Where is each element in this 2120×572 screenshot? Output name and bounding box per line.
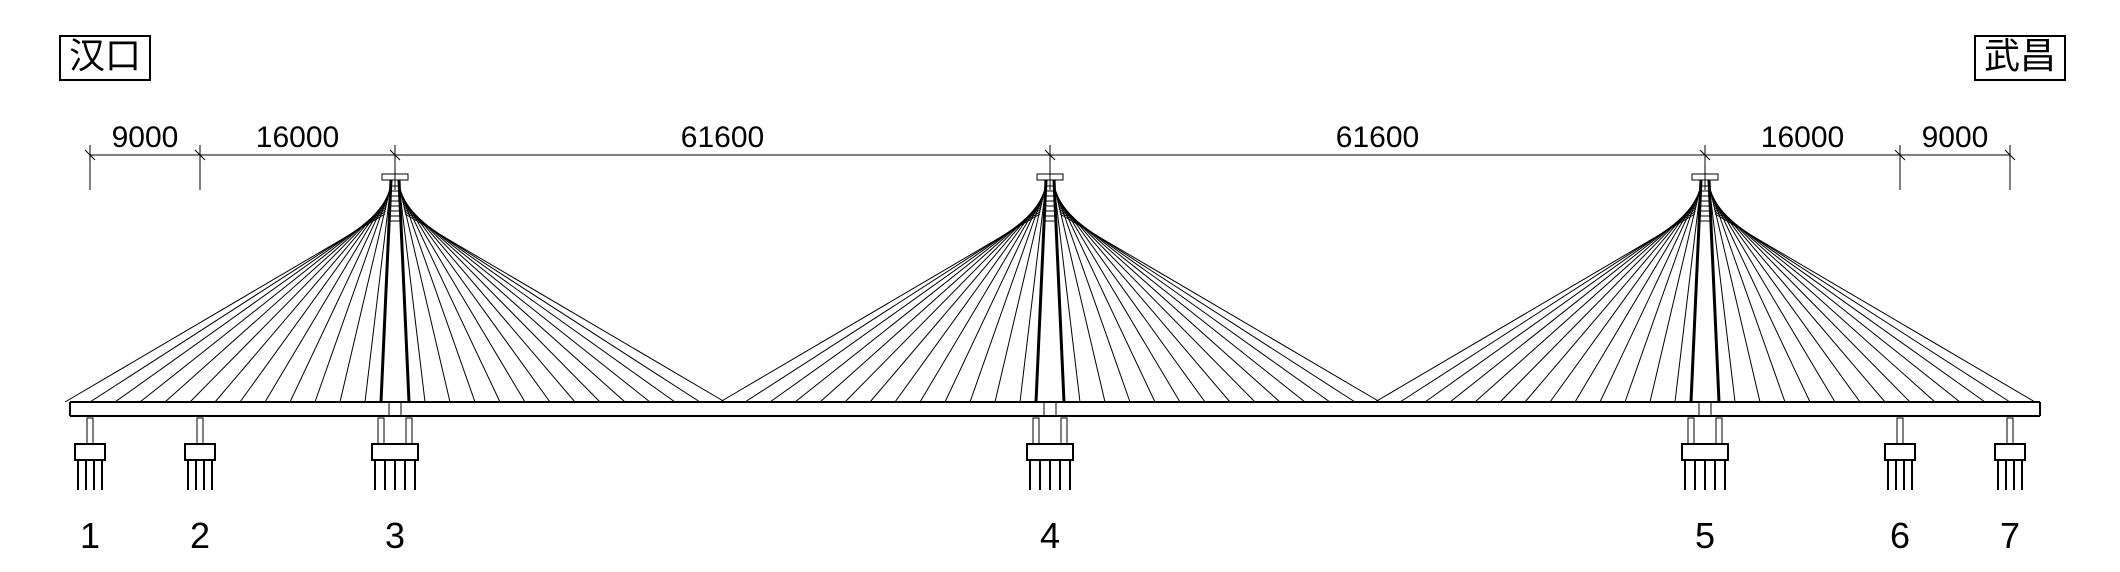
city-label-right: 武昌 <box>1984 35 2056 76</box>
pier-label-6: 6 <box>1890 515 1910 556</box>
pile-cap-3 <box>1027 444 1073 460</box>
stay-cables <box>65 184 2035 402</box>
city-labels: 汉口 武昌 <box>60 35 2065 80</box>
pile-cap-5 <box>1885 444 1915 460</box>
pile-cap-6 <box>1995 444 2025 460</box>
pile-cap-4 <box>1682 444 1728 460</box>
pier-label-7: 7 <box>2000 515 2020 556</box>
dim-label-0: 9000 <box>112 121 179 154</box>
pier-label-4: 4 <box>1040 515 1060 556</box>
pier-label-1: 1 <box>80 515 100 556</box>
dim-label-1: 16000 <box>256 121 339 154</box>
city-label-left: 汉口 <box>69 35 141 76</box>
dim-label-2: 61600 <box>681 121 764 154</box>
pier-label-3: 3 <box>385 515 405 556</box>
pile-cap-1 <box>185 444 215 460</box>
foundations <box>75 418 2025 490</box>
pile-cap-0 <box>75 444 105 460</box>
pier-label-5: 5 <box>1695 515 1715 556</box>
dim-label-5: 9000 <box>1922 121 1989 154</box>
pier-label-2: 2 <box>190 515 210 556</box>
pier-labels: 1 2 3 4 5 6 7 <box>80 515 2020 556</box>
dim-label-3: 61600 <box>1336 121 1419 154</box>
dim-label-4: 16000 <box>1761 121 1844 154</box>
towers <box>381 174 1719 402</box>
bridge-deck <box>70 402 2040 416</box>
pile-cap-2 <box>372 444 418 460</box>
